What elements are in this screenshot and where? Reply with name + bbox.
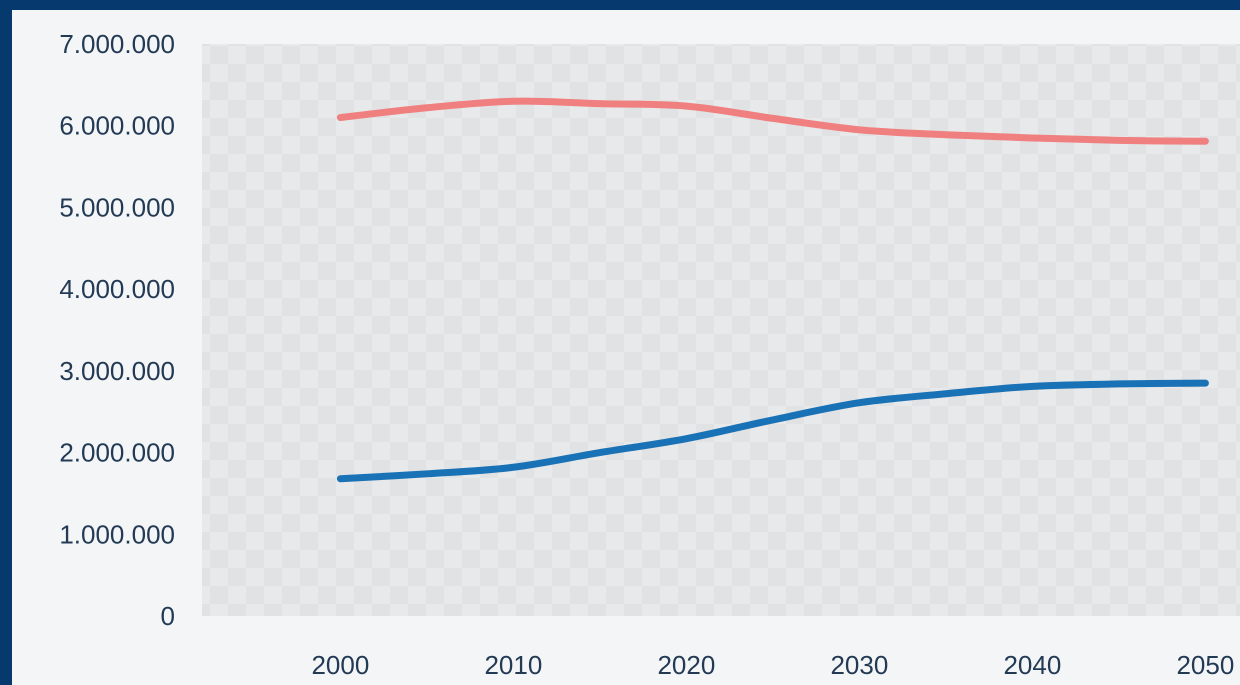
x-tick-label: 2000 <box>311 650 369 680</box>
y-axis: 0 1.000.000 2.000.000 3.000.000 4.000.000 5.0… <box>59 29 175 631</box>
x-tick-label: 2030 <box>830 650 888 680</box>
series-line-1 <box>336 97 1209 145</box>
series-line-2 <box>336 379 1209 483</box>
plot-area <box>202 44 1240 616</box>
y-tick-label: 5.000.000 <box>59 192 175 222</box>
x-tick-label: 2040 <box>1003 650 1061 680</box>
y-tick-label: 1.000.000 <box>59 519 175 549</box>
line-chart: 0 1.000.000 2.000.000 3.000.000 4.000.000 5.0… <box>59 29 1240 680</box>
x-tick-label: 2020 <box>657 650 715 680</box>
x-axis: 2000 2010 2020 2030 2040 2050 <box>311 650 1234 680</box>
y-tick-label: 3.000.000 <box>59 356 175 386</box>
x-tick-label: 2050 <box>1176 650 1234 680</box>
x-tick-label: 2010 <box>484 650 542 680</box>
y-tick-label: 7.000.000 <box>59 29 175 59</box>
y-tick-label: 4.000.000 <box>59 274 175 304</box>
chart-panel: 0 1.000.000 2.000.000 3.000.000 4.000.000 5.0… <box>12 10 1240 685</box>
y-tick-label: 0 <box>161 601 175 631</box>
y-tick-label: 2.000.000 <box>59 438 175 468</box>
series-group <box>336 97 1209 483</box>
y-tick-label: 6.000.000 <box>59 111 175 141</box>
